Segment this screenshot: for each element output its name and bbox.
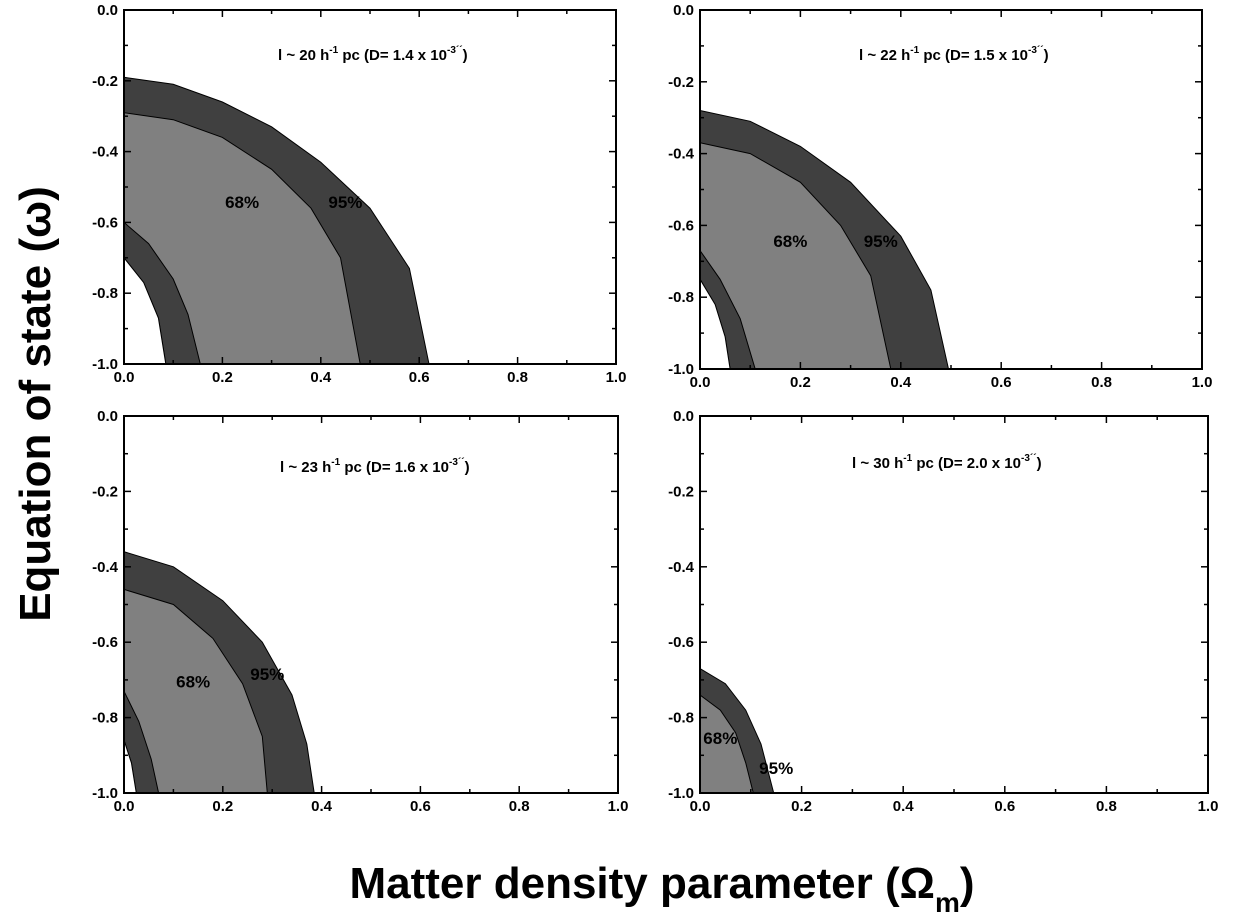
excluded-region [124,740,137,793]
contour-label: 68% [703,729,737,748]
tick-marks [123,415,619,794]
y-tick-label: -0.8 [668,710,694,727]
y-tick-label: -1.0 [668,785,694,802]
contour-68-region [124,588,268,793]
panel-annotation: l ~ 23 h-1 pc (D= 1.6 x 10-3´´) [280,457,470,476]
x-tick-label: 0.2 [790,374,811,391]
x-tick-label: 0.4 [310,369,332,386]
contour-label: 68% [225,193,259,212]
y-tick-label: -0.6 [668,217,694,234]
x-tick-label: 0.0 [690,798,711,815]
y-tick-label: -0.4 [92,144,119,161]
y-tick-label: -0.4 [92,559,119,576]
x-tick-label: 0.6 [994,798,1015,815]
y-tick-label: 0.0 [97,408,118,425]
y-tick-label: -0.2 [92,483,118,500]
tick-marks [699,9,1203,370]
y-tick-label: -0.4 [668,146,695,163]
x-tick-label: 0.2 [791,798,812,815]
x-tick-label: 0.8 [509,798,530,815]
panel-bottom-right: 0.0 0.2 0.4 0.6 0.8 1.0 0.0 -0.2 -0.4 -0.6 -0.8 -1.… [668,408,1218,815]
x-tick-label: 0.6 [991,374,1012,391]
x-tick-label: 0.0 [114,369,135,386]
y-tick-label: -0.2 [92,73,118,90]
y-tick-label: 0.0 [97,2,118,19]
contour-label: 95% [864,232,898,251]
y-tick-label: 0.0 [673,2,694,19]
excluded-region [124,256,167,364]
x-tick-label: 0.2 [212,369,233,386]
x-tick-label: 0.6 [409,369,430,386]
x-tick-label: 1.0 [1198,798,1219,815]
y-tick-label: -0.6 [92,214,118,231]
panel-annotation: l ~ 20 h-1 pc (D= 1.4 x 10-3´´) [278,45,468,64]
contour-label: 68% [773,232,807,251]
panel-annotation: l ~ 30 h-1 pc (D= 2.0 x 10-3´´) [852,453,1042,472]
x-tick-label: 0.8 [1096,798,1117,815]
y-tick-label: -1.0 [668,361,694,378]
x-tick-label: 1.0 [606,369,627,386]
panel-top-right: 0.0 0.2 0.4 0.6 0.8 1.0 0.0 -0.2 -0.4 -0.6 -0.8 -1.… [668,2,1212,391]
plot-frame [699,415,1209,794]
y-tick-label: 0.0 [673,408,694,425]
contour-68-region [700,142,892,369]
x-tick-label: 0.4 [890,374,912,391]
y-tick-label: -0.2 [668,483,694,500]
x-tick-label: 1.0 [1192,374,1213,391]
x-tick-label: 0.4 [893,798,915,815]
x-tick-label: 0.0 [690,374,711,391]
x-axis-title: Matter density parameter (Ωm) [349,859,974,918]
contour-68-region [124,112,361,364]
y-tick-label: -0.6 [668,634,694,651]
contour-label: 95% [759,759,793,778]
x-tick-label: 0.0 [114,798,135,815]
x-tick-label: 0.8 [1091,374,1112,391]
contour-68-region [700,694,754,793]
y-tick-label: -0.8 [92,710,118,727]
y-tick-label: -0.6 [92,634,118,651]
panel-top-left: 0.0 0.2 0.4 0.6 0.8 1.0 0.0 -0.2 -0.4 -0.6 -0.8 -1.… [92,2,626,386]
y-tick-label: -0.8 [92,285,118,302]
tick-marks [699,415,1209,794]
y-axis-title: Equation of state (ω) [11,186,60,622]
tick-marks [123,9,617,365]
y-tick-label: -0.4 [668,559,695,576]
contour-label: 68% [176,672,210,691]
excluded-region [700,278,731,369]
contour-label: 95% [250,665,284,684]
x-tick-label: 0.8 [507,369,528,386]
x-tick-label: 0.2 [212,798,233,815]
x-tick-label: 0.4 [311,798,333,815]
x-tick-label: 0.6 [410,798,431,815]
panel-annotation: l ~ 22 h-1 pc (D= 1.5 x 10-3´´) [859,45,1049,64]
y-tick-label: -0.2 [668,74,694,91]
panel-bottom-left: 0.0 0.2 0.4 0.6 0.8 1.0 0.0 -0.2 -0.4 -0.6 -0.8 -1.… [92,408,628,815]
y-tick-label: -1.0 [92,785,118,802]
y-tick-label: -0.8 [668,289,694,306]
x-tick-label: 1.0 [608,798,629,815]
y-tick-label: -1.0 [92,356,118,373]
contour-label: 95% [328,193,362,212]
